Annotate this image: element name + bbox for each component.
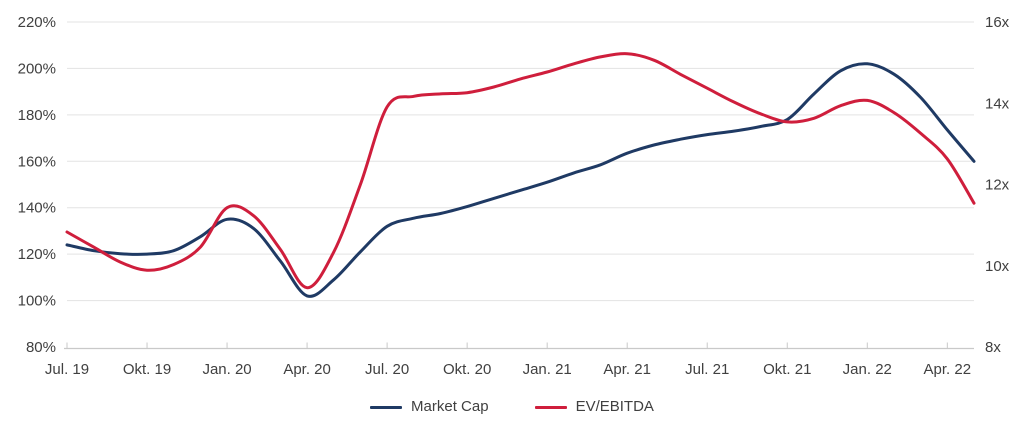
x-axis-label: Jul. 20: [365, 361, 409, 378]
x-axis-label: Okt. 21: [763, 361, 811, 378]
left-axis-label: 100%: [18, 293, 56, 310]
right-axis-label: 12x: [985, 177, 1010, 194]
x-axis-label: Jan. 22: [843, 361, 892, 378]
market-cap-line-swatch: [370, 405, 403, 409]
x-axis-label: Apr. 20: [283, 361, 331, 378]
left-axis-label: 120%: [18, 246, 56, 263]
chart-legend: Market Cap EV/EBITDA: [0, 398, 1024, 416]
x-axis-label: Okt. 19: [123, 361, 171, 378]
x-axis-label: Jul. 19: [45, 361, 89, 378]
right-axis-label: 10x: [985, 258, 1010, 275]
right-axis-label: 16x: [985, 14, 1010, 31]
x-axis-label: Jul. 21: [685, 361, 729, 378]
right-axis-label: 8x: [985, 339, 1001, 356]
left-axis-label: 220%: [18, 14, 56, 31]
left-axis-label: 140%: [18, 200, 56, 217]
x-axis-label: Jan. 21: [523, 361, 572, 378]
ev-ebitda-line-swatch: [534, 405, 567, 409]
left-axis-label: 200%: [18, 60, 56, 77]
x-axis-label: Apr. 22: [924, 361, 972, 378]
legend-label-market-cap: Market Cap: [411, 398, 489, 415]
legend-item-market-cap: Market Cap: [370, 398, 489, 416]
x-axis-label: Okt. 20: [443, 361, 491, 378]
legend-item-ev-ebitda: EV/EBITDA: [534, 398, 654, 416]
left-axis-label: 160%: [18, 153, 56, 170]
left-axis-label: 80%: [26, 339, 56, 356]
left-axis-label: 180%: [18, 107, 56, 124]
right-axis-label: 14x: [985, 95, 1010, 112]
legend-label-ev-ebitda: EV/EBITDA: [575, 398, 654, 415]
x-axis-label: Jan. 20: [202, 361, 251, 378]
series-line-market-cap: [65, 62, 976, 298]
series-line-ev-ebitda: [65, 52, 976, 290]
x-axis-label: Apr. 21: [603, 361, 651, 378]
